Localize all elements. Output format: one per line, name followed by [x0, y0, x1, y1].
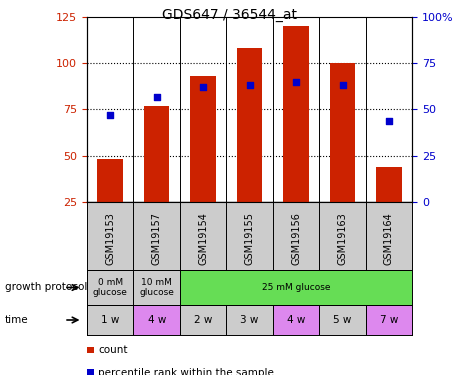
Bar: [376, 167, 402, 202]
Bar: [98, 159, 123, 202]
Text: GSM19153: GSM19153: [105, 212, 115, 265]
Bar: [133, 270, 180, 305]
Text: 3 w: 3 w: [240, 315, 259, 325]
Text: GSM19155: GSM19155: [245, 212, 255, 265]
Bar: [191, 76, 216, 202]
Text: 7 w: 7 w: [380, 315, 398, 325]
Bar: [366, 305, 412, 335]
Text: GSM19154: GSM19154: [198, 212, 208, 265]
Text: time: time: [5, 315, 28, 325]
Bar: [330, 63, 355, 202]
Bar: [284, 26, 309, 202]
Point: [107, 112, 114, 118]
Bar: [144, 106, 169, 202]
Bar: [133, 305, 180, 335]
Point: [385, 118, 393, 124]
Text: 25 mM glucose: 25 mM glucose: [262, 283, 330, 292]
Text: 5 w: 5 w: [333, 315, 352, 325]
Text: GDS647 / 36544_at: GDS647 / 36544_at: [162, 8, 296, 22]
Bar: [87, 270, 133, 305]
Bar: [273, 305, 319, 335]
Text: 1 w: 1 w: [101, 315, 120, 325]
Bar: [87, 305, 133, 335]
Point: [292, 79, 300, 85]
Text: 4 w: 4 w: [287, 315, 305, 325]
Bar: [180, 270, 412, 305]
Bar: [237, 48, 262, 202]
Point: [153, 93, 160, 99]
Point: [339, 82, 346, 88]
Bar: [226, 305, 273, 335]
Text: count: count: [98, 345, 128, 355]
Text: 2 w: 2 w: [194, 315, 213, 325]
Point: [200, 84, 207, 90]
Text: growth protocol: growth protocol: [5, 282, 87, 292]
Text: GSM19164: GSM19164: [384, 212, 394, 265]
Text: 0 mM
glucose: 0 mM glucose: [93, 278, 128, 297]
Text: GSM19163: GSM19163: [338, 212, 348, 265]
Bar: [319, 305, 366, 335]
Text: 4 w: 4 w: [147, 315, 166, 325]
Text: 10 mM
glucose: 10 mM glucose: [139, 278, 174, 297]
Bar: [180, 305, 226, 335]
Point: [246, 82, 253, 88]
Text: GSM19156: GSM19156: [291, 212, 301, 265]
Text: GSM19157: GSM19157: [152, 212, 162, 265]
Text: percentile rank within the sample: percentile rank within the sample: [98, 368, 274, 375]
